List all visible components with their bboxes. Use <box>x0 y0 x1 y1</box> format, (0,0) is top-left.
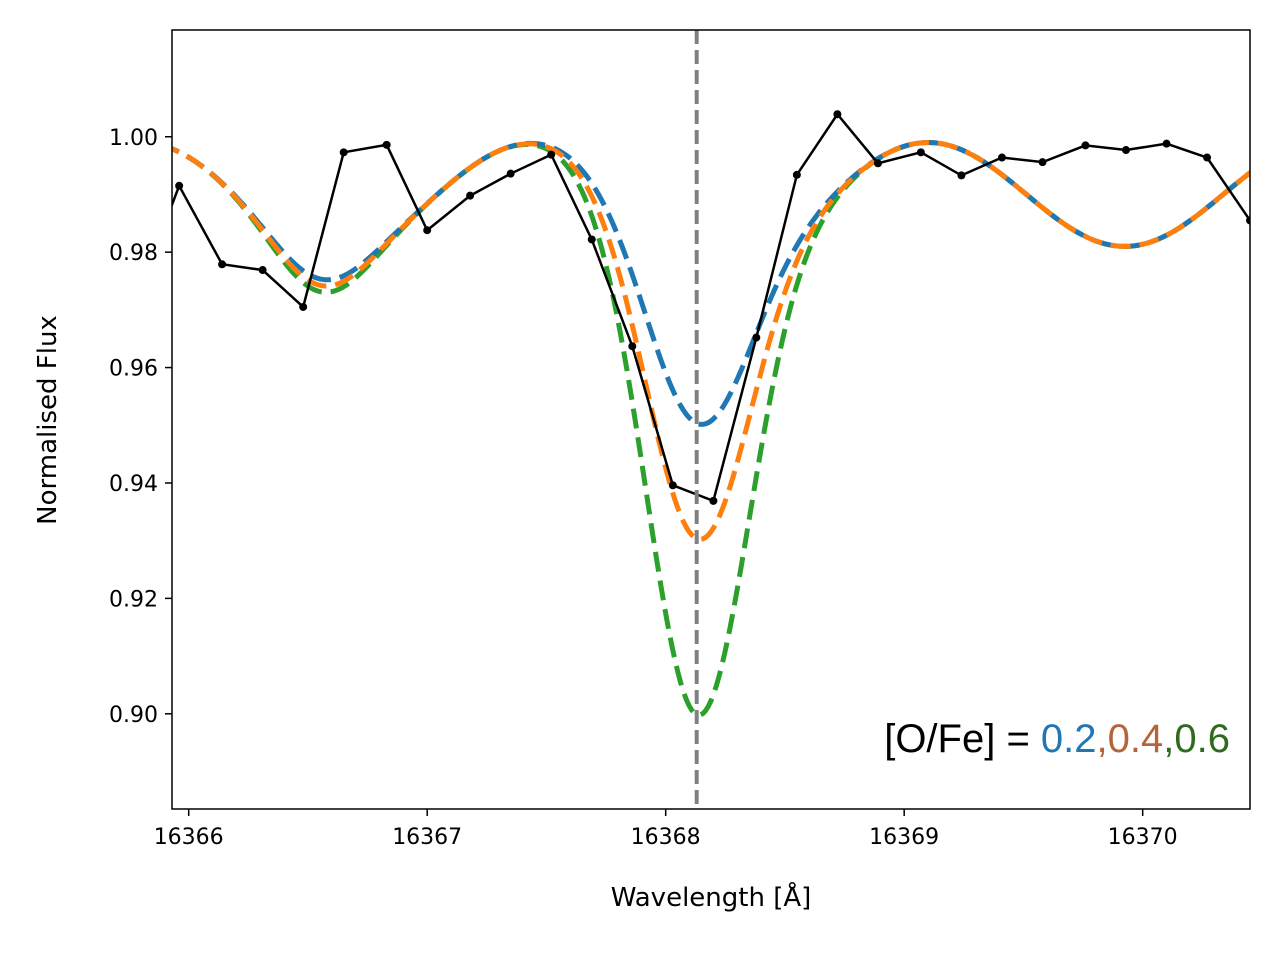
legend-separator-2: , <box>1163 717 1174 761</box>
observed-point <box>1246 216 1250 225</box>
observed-point <box>423 226 432 235</box>
x-tick-label: 16368 <box>631 825 701 850</box>
observed-spectrum-line <box>172 112 1250 503</box>
y-tick-label: 0.92 <box>109 587 158 612</box>
observed-point <box>628 342 637 351</box>
observed-point <box>466 191 475 200</box>
legend: [O/Fe] = 0.2,0.4,0.6 <box>884 717 1230 761</box>
observed-point <box>587 235 596 244</box>
observed-point <box>299 302 308 311</box>
observed-point <box>1162 139 1171 148</box>
observed-point <box>339 148 348 157</box>
observed-point <box>997 153 1006 162</box>
observed-point <box>175 181 184 190</box>
observed-point <box>1038 158 1047 167</box>
observed-point <box>547 150 556 159</box>
y-axis-label: Normalised Flux <box>33 315 63 525</box>
x-axis-label: Wavelength [Å] <box>611 881 812 913</box>
observed-point <box>957 171 966 180</box>
observed-point <box>833 110 842 119</box>
observed-point <box>752 333 761 342</box>
y-tick-label: 0.96 <box>109 357 158 382</box>
legend-separator-1: , <box>1097 717 1108 761</box>
model-line-ofe-0-2 <box>172 140 1250 427</box>
observed-point <box>1203 153 1212 162</box>
x-tick-label: 16366 <box>154 825 224 850</box>
legend-value-1: 0.2 <box>1041 717 1097 761</box>
observed-point <box>873 159 882 168</box>
observed-point <box>382 140 391 149</box>
legend-value-3: 0.6 <box>1174 717 1230 761</box>
y-tick-label: 0.98 <box>109 241 158 266</box>
observed-point <box>1121 146 1130 155</box>
observed-point <box>258 266 267 275</box>
y-tick-label: 0.94 <box>109 472 158 497</box>
axes: 16366 16367 16368 16369 16370 0.90 0.92 0.94 0.9… <box>109 126 1178 850</box>
legend-value-2: 0.4 <box>1108 717 1164 761</box>
observed-point <box>1081 141 1090 150</box>
y-tick-label: 1.00 <box>109 126 158 151</box>
observed-point <box>709 496 718 505</box>
plot-frame <box>171 29 1251 810</box>
x-tick-label: 16370 <box>1108 825 1178 850</box>
x-tick-label: 16367 <box>392 825 462 850</box>
y-tick-label: 0.90 <box>109 703 158 728</box>
observed-point <box>506 169 515 178</box>
legend-prefix: [O/Fe] = <box>884 717 1041 761</box>
model-line-ofe-0-4 <box>172 140 1250 542</box>
observed-point <box>792 170 801 179</box>
observed-point <box>668 481 677 490</box>
x-tick-label: 16369 <box>869 825 939 850</box>
observed-point <box>218 260 227 269</box>
observed-point <box>916 148 925 157</box>
plot-area <box>172 30 1250 809</box>
